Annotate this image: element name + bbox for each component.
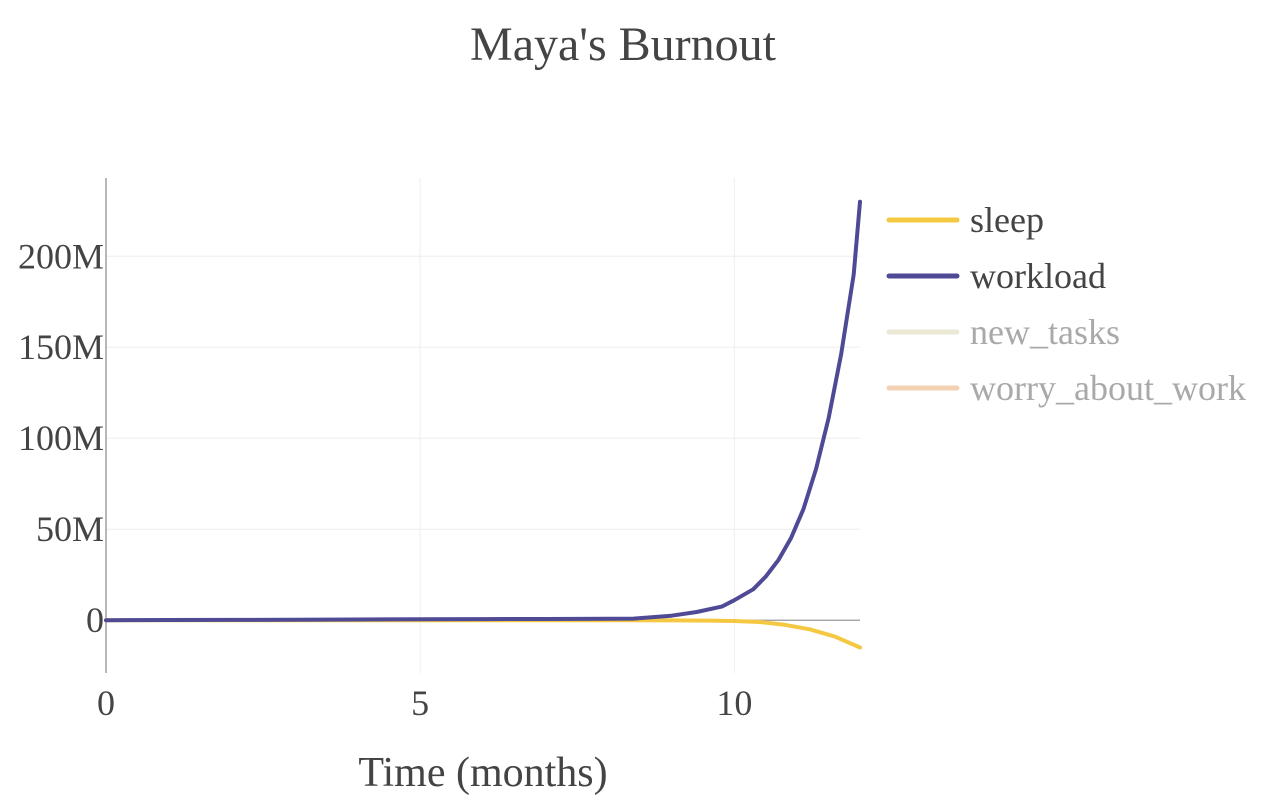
- legend: sleep workload new_tasks worry_about_work: [886, 200, 1246, 408]
- x-tick-label: 5: [411, 683, 429, 723]
- y-tick-label: 50M: [36, 509, 104, 549]
- y-tick-label: 150M: [18, 327, 104, 367]
- chart-title: Maya's Burnout: [470, 18, 777, 71]
- legend-label: sleep: [970, 200, 1044, 240]
- legend-label: workload: [970, 256, 1106, 296]
- tick-labels: 0 5 10 0 50M 100M 150M 200M: [18, 236, 752, 723]
- y-tick-label: 0: [86, 600, 104, 640]
- x-tick-label: 0: [97, 683, 115, 723]
- axes: [105, 178, 860, 673]
- plot-lines: [104, 199, 862, 650]
- legend-item-workload[interactable]: workload: [886, 256, 1106, 296]
- y-tick-label: 200M: [18, 236, 104, 276]
- y-tick-label: 100M: [18, 418, 104, 458]
- series-line-sleep: [104, 618, 862, 650]
- legend-item-sleep[interactable]: sleep: [886, 200, 1044, 240]
- x-tick-label: 10: [716, 683, 752, 723]
- legend-item-new-tasks[interactable]: new_tasks: [886, 312, 1120, 352]
- legend-item-worry-about-work[interactable]: worry_about_work: [886, 368, 1246, 408]
- x-axis-title: Time (months): [358, 750, 607, 796]
- legend-label: new_tasks: [970, 312, 1120, 352]
- legend-label: worry_about_work: [970, 368, 1246, 408]
- grid: [106, 178, 860, 673]
- series-line-workload: [104, 199, 862, 623]
